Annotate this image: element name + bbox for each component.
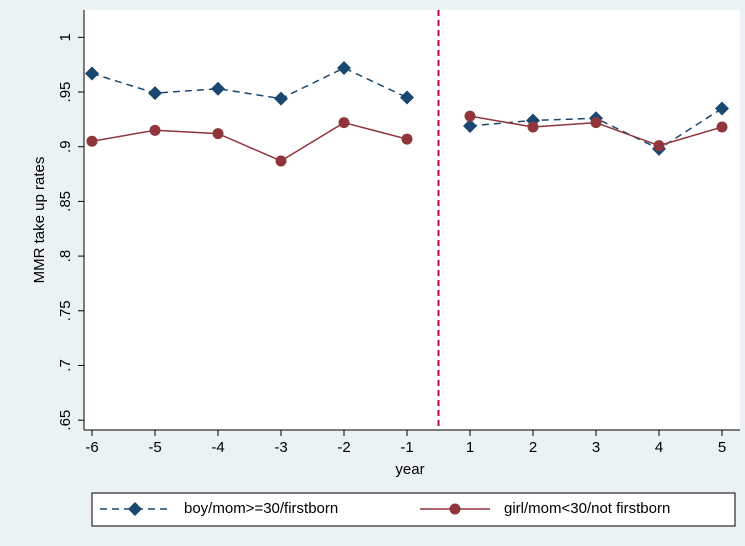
legend-label: boy/mom>=30/firstborn bbox=[184, 500, 338, 517]
point bbox=[85, 66, 99, 81]
x-tick-label: -3 bbox=[274, 439, 287, 456]
series-line bbox=[91, 67, 408, 100]
y-tick-label: .85 bbox=[57, 191, 74, 212]
point bbox=[275, 155, 287, 167]
legend bbox=[91, 492, 736, 527]
point bbox=[128, 502, 142, 516]
x-tick-label: -6 bbox=[85, 439, 98, 456]
x-tick-label: 5 bbox=[718, 439, 726, 456]
y-tick-label: 1 bbox=[57, 33, 74, 41]
point bbox=[653, 140, 665, 152]
y-tick-label: .7 bbox=[57, 359, 74, 372]
y-axis-title: MMR take up rates bbox=[31, 157, 48, 284]
y-tick-label: .75 bbox=[57, 300, 74, 321]
point bbox=[274, 91, 288, 106]
x-tick-label: -4 bbox=[211, 439, 224, 456]
x-axis-title: year bbox=[395, 461, 424, 478]
x-tick-label: 2 bbox=[529, 439, 537, 456]
y-tick-label: .9 bbox=[57, 140, 74, 153]
y-tick-label: .65 bbox=[57, 410, 74, 431]
plot-area bbox=[84, 10, 740, 430]
series-line bbox=[91, 121, 408, 162]
point bbox=[527, 121, 539, 133]
x-tick-label: -2 bbox=[337, 439, 350, 456]
point bbox=[337, 60, 351, 75]
point bbox=[212, 128, 224, 140]
x-tick-label: 1 bbox=[466, 439, 474, 456]
point bbox=[211, 81, 225, 96]
point bbox=[401, 133, 413, 145]
point bbox=[590, 117, 602, 129]
x-tick-label: -5 bbox=[148, 439, 161, 456]
x-tick-label: 3 bbox=[592, 439, 600, 456]
point bbox=[149, 124, 161, 136]
point bbox=[338, 117, 350, 129]
point bbox=[463, 118, 477, 133]
point bbox=[449, 503, 461, 515]
x-tick-label: 4 bbox=[655, 439, 663, 456]
legend-label: girl/mom<30/not firstborn bbox=[504, 500, 670, 517]
point bbox=[400, 90, 414, 105]
point bbox=[464, 110, 476, 122]
x-tick-label: -1 bbox=[400, 439, 413, 456]
point bbox=[148, 86, 162, 101]
point bbox=[715, 101, 729, 116]
y-tick-label: .95 bbox=[57, 82, 74, 103]
point bbox=[716, 121, 728, 133]
point bbox=[86, 135, 98, 147]
y-tick-label: .8 bbox=[57, 250, 74, 263]
